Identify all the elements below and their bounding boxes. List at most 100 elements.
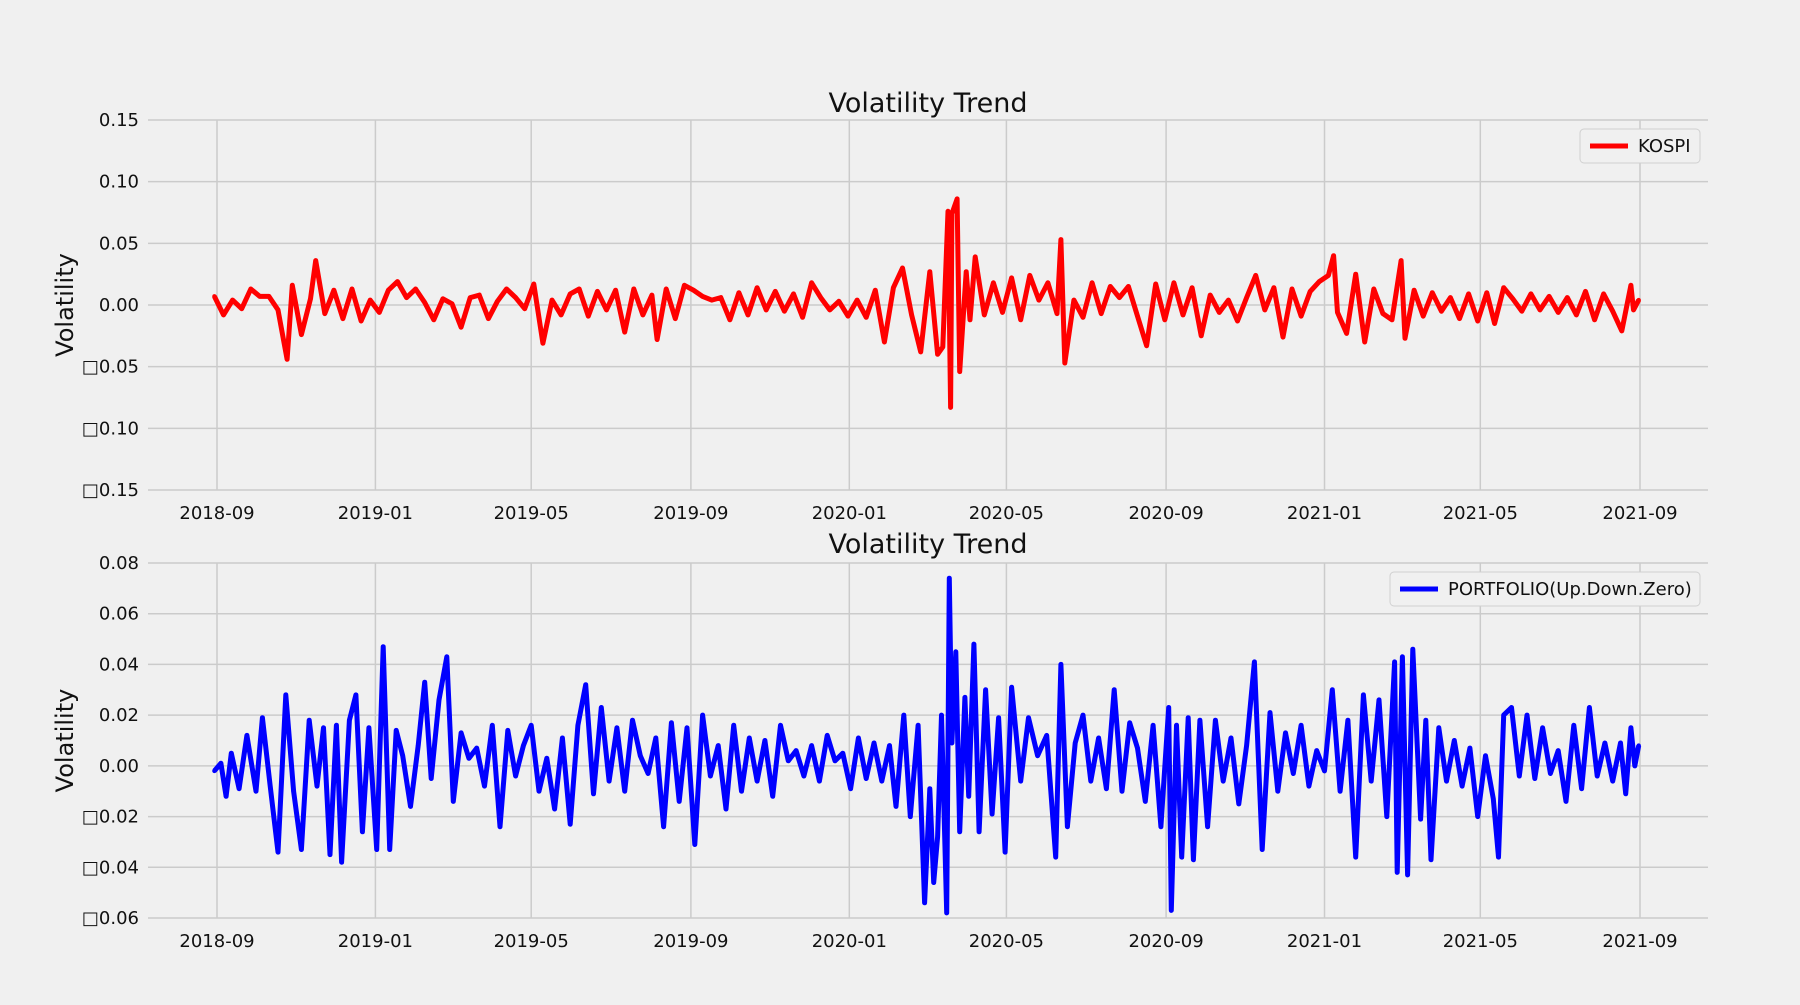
chart-0-data-point: [1344, 331, 1349, 336]
chart-1-data-point: [1191, 857, 1196, 862]
chart-0-data-point: [1208, 292, 1213, 298]
chart-1-data-point: [1509, 705, 1514, 710]
chart-1-data-point: [306, 718, 312, 723]
chart-0-data-point: [948, 405, 953, 410]
chart-0-data-point: [275, 307, 281, 313]
chart-1-data-point: [723, 806, 729, 812]
chart-1-data-point: [645, 771, 651, 776]
chart-1-legend-label: PORTFOLIO(Up.Down.Zero): [1448, 579, 1692, 600]
chart-0-data-point: [1420, 313, 1426, 319]
chart-1-x-tick-label: 2019-09: [653, 931, 728, 952]
chart-1-data-point: [1267, 710, 1273, 715]
chart-1-data-point: [677, 799, 682, 804]
chart-1-y-tick-label: □0.02: [82, 807, 139, 828]
chart-0-data-point: [640, 312, 646, 318]
chart-0-x-tick-label: 2021-09: [1602, 503, 1677, 524]
chart-1-data-point: [334, 723, 339, 728]
chart-1-data-point: [700, 712, 705, 718]
chart-1-data-point: [1610, 778, 1615, 784]
chart-1-data-point: [1306, 783, 1312, 789]
chart-1-data-point: [583, 682, 588, 687]
chart-1-data-point: [1252, 659, 1257, 665]
chart-0-data-point: [945, 209, 951, 214]
chart-1-data-point: [1618, 740, 1623, 746]
chart-1-data-point: [976, 829, 982, 834]
chart-0-data-point: [239, 306, 244, 311]
chart-1-data-point: [1018, 778, 1023, 784]
chart-1-data-point: [1228, 735, 1234, 741]
chart-0-data-point: [395, 279, 400, 284]
chart-0-x-tick-label: 2019-01: [338, 503, 413, 524]
chart-1-data-point: [299, 847, 304, 852]
chart-1-data-point: [825, 733, 830, 738]
chart-0-x-tick-label: 2020-09: [1128, 503, 1203, 524]
chart-1-data-point: [560, 735, 565, 741]
chart-0-data-point: [654, 337, 660, 342]
chart-1-data-point: [575, 723, 581, 728]
chart-0-data-point: [963, 269, 969, 274]
chart-0-data-point: [595, 289, 600, 294]
chart-1-data-point: [218, 761, 224, 766]
chart-0-data-point: [1000, 310, 1005, 315]
chart-1-data-point: [638, 753, 643, 758]
chart-1-data-point: [1376, 697, 1382, 703]
chart-1-data-point: [1143, 799, 1148, 804]
chart-1-data-point: [939, 712, 944, 718]
chart-0-y-tick-label: □0.05: [82, 357, 139, 378]
chart-0-data-point: [540, 341, 546, 346]
chart-1-data-point: [422, 679, 427, 685]
chart-1-data-point: [871, 740, 877, 746]
chart-0-data-point: [1135, 313, 1140, 319]
chart-0-data-point: [1601, 291, 1606, 297]
chart-1-data-point: [931, 880, 936, 885]
chart-1-data-point: [1283, 730, 1288, 736]
chart-0-x-tick-label: 2020-05: [969, 503, 1044, 524]
chart-0-data-point: [290, 283, 295, 288]
chart-0-data-point: [486, 316, 491, 321]
chart-0-data-point: [449, 301, 455, 306]
chart-1-data-point: [1602, 740, 1608, 746]
chart-1-data-point: [458, 730, 464, 736]
chart-0-data-point: [413, 286, 418, 292]
chart-0-x-tick-label: 2020-01: [812, 503, 887, 524]
chart-1-data-point: [983, 687, 988, 692]
chart-0-data-point: [313, 258, 318, 263]
chart-1-y-tick-label: □0.04: [82, 857, 139, 878]
chart-1-data-point: [901, 712, 907, 718]
chart-1-data-point: [1002, 849, 1008, 855]
chart-1-data-point: [966, 794, 971, 799]
chart-1-data-point: [1628, 725, 1634, 731]
chart-0-data-point: [1457, 316, 1462, 321]
chart-0-data-point: [1180, 312, 1186, 318]
chart-1-data-point: [908, 814, 913, 819]
chart-1-data-point: [1540, 725, 1545, 731]
chart-0-data-point: [467, 295, 473, 300]
chart-0-data-point: [1353, 271, 1358, 277]
chart-0-data-point: [718, 295, 723, 300]
chart-1-data-point: [1563, 799, 1569, 804]
chart-1-data-point: [1096, 735, 1101, 741]
chart-0-data-point: [691, 288, 696, 293]
portfolio-chart: 0.08 0.06 0.04 0.02 0.00 □0.02 □0.04 □0.06 2018-…: [51, 529, 1708, 952]
chart-0-data-point: [1335, 310, 1340, 315]
chart-0-x-tick-label: 2021-05: [1443, 503, 1518, 524]
chart-0-data-point: [358, 318, 364, 324]
chart-1-data-point: [1405, 872, 1410, 878]
chart-1-data-point: [684, 725, 690, 731]
chart-1-data-point: [708, 773, 713, 779]
chart-0-data-point: [954, 196, 960, 202]
chart-0-data-point: [782, 308, 787, 314]
chart-0-data-point: [368, 297, 373, 303]
chart-1-data-point: [622, 789, 627, 794]
chart-0-data-point: [949, 211, 955, 216]
chart-0-data-point: [1298, 313, 1304, 319]
chart-0-data-point: [673, 316, 678, 321]
chart-0-data-point: [299, 332, 304, 337]
chart-1-data-point: [962, 695, 968, 700]
chart-1-data-point: [505, 728, 511, 733]
chart-1-data-point: [1532, 776, 1538, 781]
chart-1-data-point: [366, 725, 372, 731]
chart-1-data-point: [832, 758, 838, 763]
chart-0-data-point: [1153, 281, 1158, 287]
chart-0-data-point: [800, 315, 805, 320]
